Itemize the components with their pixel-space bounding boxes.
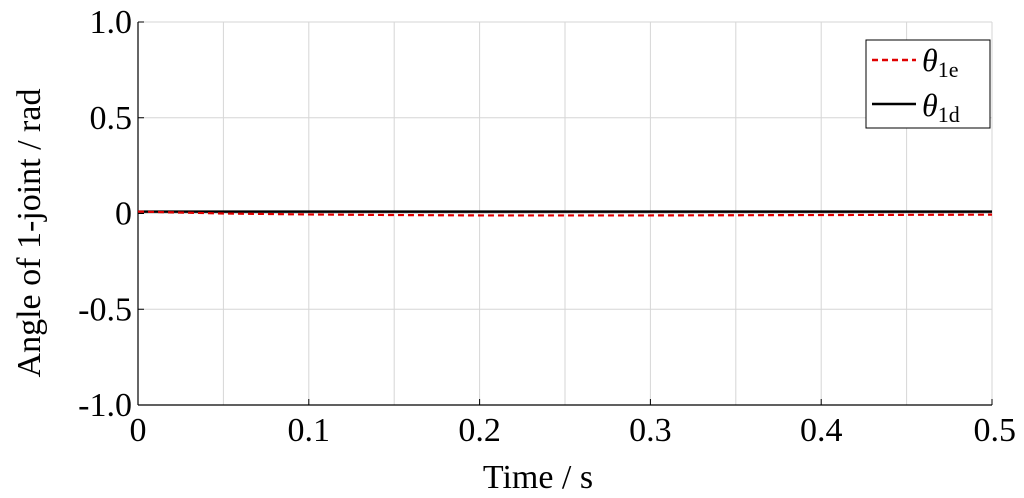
series-layer <box>137 210 993 217</box>
y-tick-label: -0.5 <box>78 291 132 328</box>
x-tick-label: 0.3 <box>629 412 672 449</box>
x-axis-title: Time / s <box>483 459 593 496</box>
y-axis-title: Angle of 1-joint / rad <box>11 89 48 378</box>
legend-label-theta-1d-main: θ <box>922 87 938 123</box>
y-tick-label: 0 <box>115 196 132 233</box>
tick-labels: 1.00.50-0.5-1.00 0.1 0.2 0.3 0.4 0.5 <box>78 4 1016 449</box>
legend-label-theta-1d: θ1d <box>922 87 960 127</box>
legend-label-theta-1d-sub: 1d <box>938 102 960 127</box>
axes <box>137 21 993 406</box>
y-tick-label: 0.5 <box>90 100 133 137</box>
series-line-1e <box>137 210 993 217</box>
x-tick-label: 0.1 <box>288 412 331 449</box>
legend-label-theta-1e: θ1e <box>922 42 958 82</box>
legend-label-theta-1e-main: θ <box>922 42 938 78</box>
legend-label-theta-1e-sub: 1e <box>938 57 959 82</box>
legend-box <box>865 39 991 129</box>
legend: θ1e θ1d <box>865 39 991 129</box>
x-tick-label: 0.5 <box>974 412 1017 449</box>
x-tick-label: 0.4 <box>800 412 843 449</box>
y-tick-label: 1.0 <box>90 4 133 41</box>
x-tick-label: 0 <box>130 412 147 449</box>
y-tick-label: -1.0 <box>78 387 132 424</box>
x-tick-label: 0.2 <box>458 412 501 449</box>
